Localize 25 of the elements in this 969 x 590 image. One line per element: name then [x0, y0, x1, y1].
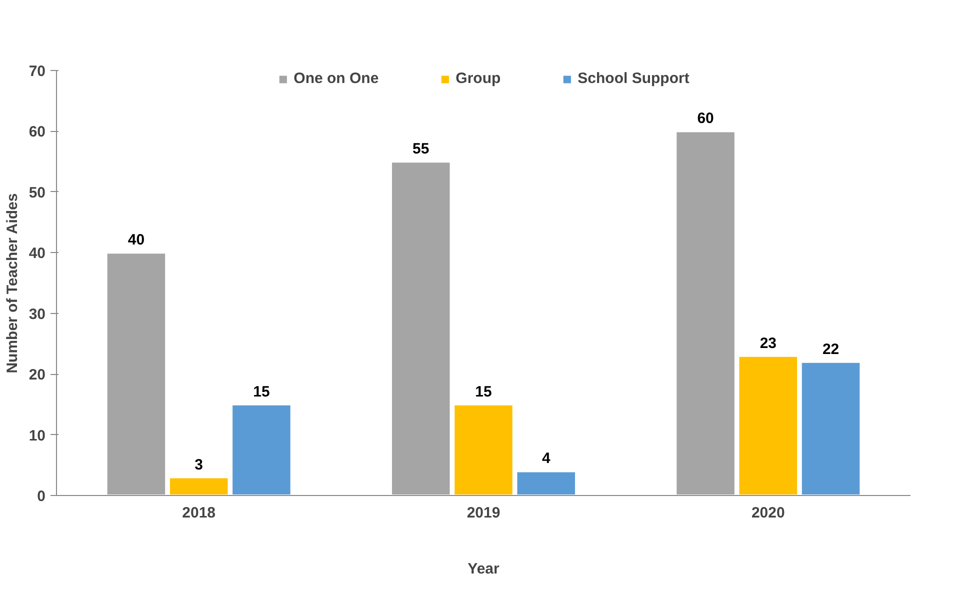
x-tick-label: 2018 — [182, 504, 216, 522]
x-axis-title: Year — [468, 560, 500, 578]
data-label: 60 — [697, 110, 714, 128]
x-tick-label: 2019 — [466, 504, 500, 522]
data-label: 4 — [542, 450, 551, 468]
data-label: 55 — [412, 140, 430, 158]
y-tick-label: 20 — [28, 366, 46, 384]
legend-label: One on One — [294, 70, 379, 87]
data-label: 15 — [253, 383, 270, 400]
data-label: 23 — [760, 334, 777, 352]
y-tick-label: 10 — [28, 427, 46, 444]
data-label: 15 — [475, 383, 492, 400]
y-tick-label: 50 — [28, 184, 46, 202]
y-tick-label: 70 — [28, 63, 46, 80]
y-tick-label: 40 — [28, 245, 46, 262]
x-tick-label: 2020 — [751, 504, 785, 522]
legend-label: School Support — [578, 70, 690, 87]
data-label: 3 — [194, 456, 204, 474]
data-label: 22 — [822, 340, 840, 358]
y-tick-label: 0 — [37, 488, 46, 505]
y-axis-title: Number of Teacher Aides — [4, 193, 21, 374]
legend-label: Group — [456, 70, 501, 87]
y-tick-label: 60 — [28, 124, 46, 141]
data-label: 40 — [128, 232, 145, 249]
y-tick-label: 30 — [28, 306, 46, 323]
